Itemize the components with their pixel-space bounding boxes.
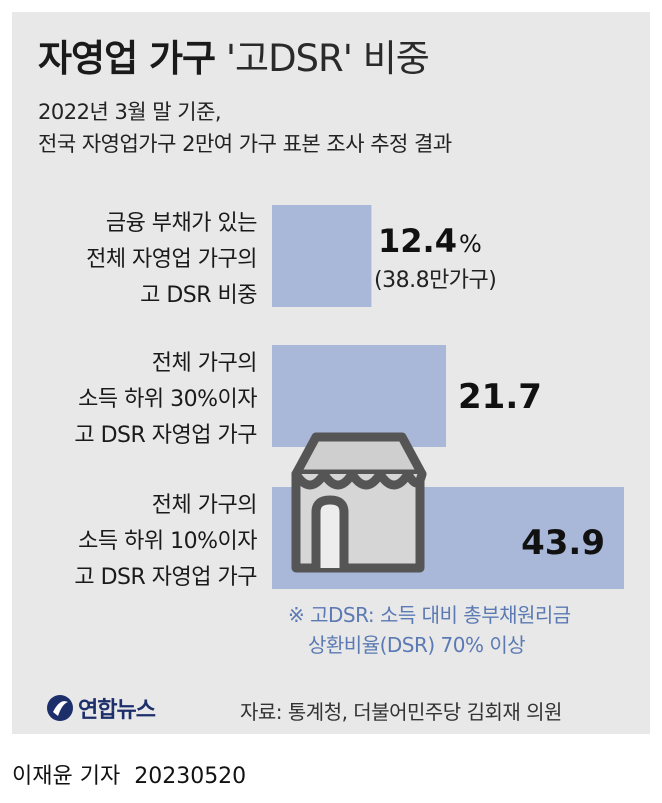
category-label-3-line-3: 고 DSR 자영업 가구	[74, 565, 257, 590]
yonhap-logo: 연합뉴스	[44, 690, 180, 724]
logo-text: 연합뉴스	[78, 698, 156, 723]
yonhap-logo-icon	[47, 695, 73, 721]
category-label-1-line-2: 전체 자영업 가구의	[86, 247, 257, 272]
bar-2	[272, 345, 446, 447]
chart-title: 자영업 가구 '고DSR' 비중	[38, 28, 430, 82]
footnote-line2: 상환비율(DSR) 70% 이상	[308, 633, 526, 657]
category-label-1-line-1: 금융 부채가 있는	[106, 211, 257, 236]
byline: 이재윤 기자 20230520	[12, 758, 246, 790]
chart-subtitle: 2022년 3월 말 기준, 전국 자영업가구 2만여 가구 표본 조사 추정 …	[38, 96, 452, 160]
value-label-3: 43.9	[521, 523, 605, 563]
subtitle-line2: 전국 자영업가구 2만여 가구 표본 조사 추정 결과	[38, 132, 452, 156]
source-text: 자료: 통계청, 더불어민주당 김회재 의원	[240, 700, 562, 724]
category-label-1-line-3: 고 DSR 비중	[140, 283, 257, 308]
title-light: '고DSR' 비중	[225, 37, 430, 80]
title-bold: 자영업 가구	[38, 37, 216, 80]
value-label-1-suffix: %	[459, 230, 482, 258]
bar-1	[272, 205, 372, 307]
category-label-3-line-2: 소득 하위 10%이자	[78, 529, 257, 554]
category-label-2-line-1: 전체 가구의	[152, 351, 257, 376]
publish-date: 20230520	[134, 764, 247, 789]
subtitle-line1: 2022년 3월 말 기준,	[38, 100, 222, 124]
store-icon	[291, 432, 427, 573]
category-label-2-line-3: 고 DSR 자영업 가구	[74, 423, 257, 448]
reporter-name: 이재윤 기자	[12, 764, 121, 789]
value-label-1-sub: (38.8만가구)	[374, 268, 496, 293]
footnote-line1: ※ 고DSR: 소득 대비 총부채원리금	[288, 603, 571, 627]
footnote: ※ 고DSR: 소득 대비 총부채원리금 상환비율(DSR) 70% 이상	[288, 600, 571, 660]
category-label-2-line-2: 소득 하위 30%이자	[78, 387, 257, 412]
category-label-3-line-1: 전체 가구의	[152, 493, 257, 518]
value-label-1: 12.4%	[378, 222, 482, 260]
value-label-2: 21.7	[458, 377, 542, 417]
